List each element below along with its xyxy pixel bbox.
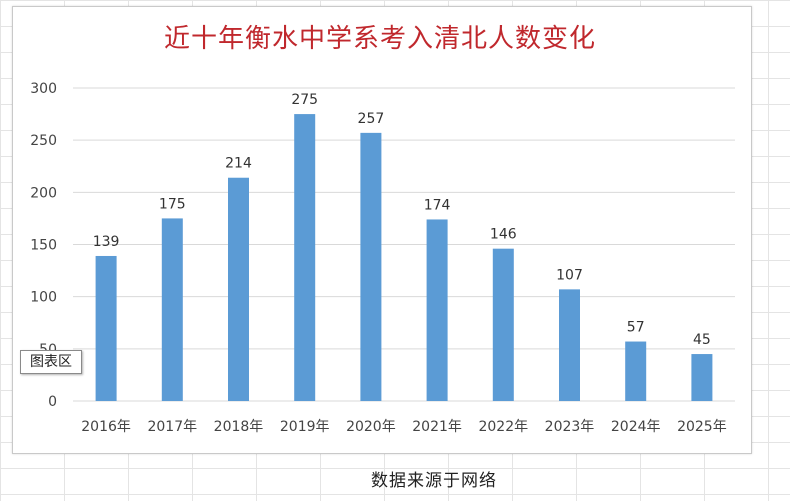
data-label: 45 xyxy=(693,332,711,348)
y-tick-label: 300 xyxy=(30,81,57,97)
data-label: 146 xyxy=(490,227,517,243)
x-tick-label: 2022年 xyxy=(478,419,528,435)
bar[interactable] xyxy=(691,354,713,401)
source-note: 数据来源于网络 xyxy=(371,471,497,491)
x-tick-label: 2024年 xyxy=(611,419,661,435)
bar[interactable] xyxy=(228,177,249,401)
bar[interactable] xyxy=(625,341,647,401)
chart-title: 近十年衡水中学系考入清北人数变化 xyxy=(163,24,596,54)
bar[interactable] xyxy=(161,218,183,401)
y-tick-label: 0 xyxy=(48,394,57,410)
chart-area-tooltip: 图表区 xyxy=(20,350,82,374)
bar[interactable] xyxy=(559,289,580,401)
x-tick-label: 2018年 xyxy=(214,419,264,435)
bar[interactable] xyxy=(426,219,448,401)
bar[interactable] xyxy=(360,132,382,401)
x-tick-label: 2019年 xyxy=(280,419,330,435)
data-label: 107 xyxy=(556,267,583,283)
x-tick-label: 2025年 xyxy=(677,419,727,435)
y-tick-label: 100 xyxy=(30,290,57,306)
x-tick-label: 2023年 xyxy=(545,419,595,435)
x-tick-label: 2020年 xyxy=(346,419,396,435)
data-label: 175 xyxy=(159,196,186,212)
data-label: 214 xyxy=(225,156,252,172)
x-tick-label: 2021年 xyxy=(412,419,462,435)
y-tick-label: 150 xyxy=(30,238,57,254)
data-label: 275 xyxy=(291,92,318,108)
x-tick-label: 2017年 xyxy=(147,419,197,435)
data-label: 174 xyxy=(424,197,451,213)
bar[interactable] xyxy=(294,114,316,401)
data-label: 257 xyxy=(358,111,385,127)
bar[interactable] xyxy=(492,248,514,401)
y-tick-label: 250 xyxy=(30,133,57,149)
data-label: 57 xyxy=(627,320,645,336)
bar[interactable] xyxy=(95,255,117,401)
data-label: 139 xyxy=(93,234,120,250)
y-tick-label: 200 xyxy=(30,185,57,201)
x-tick-label: 2016年 xyxy=(81,419,131,435)
